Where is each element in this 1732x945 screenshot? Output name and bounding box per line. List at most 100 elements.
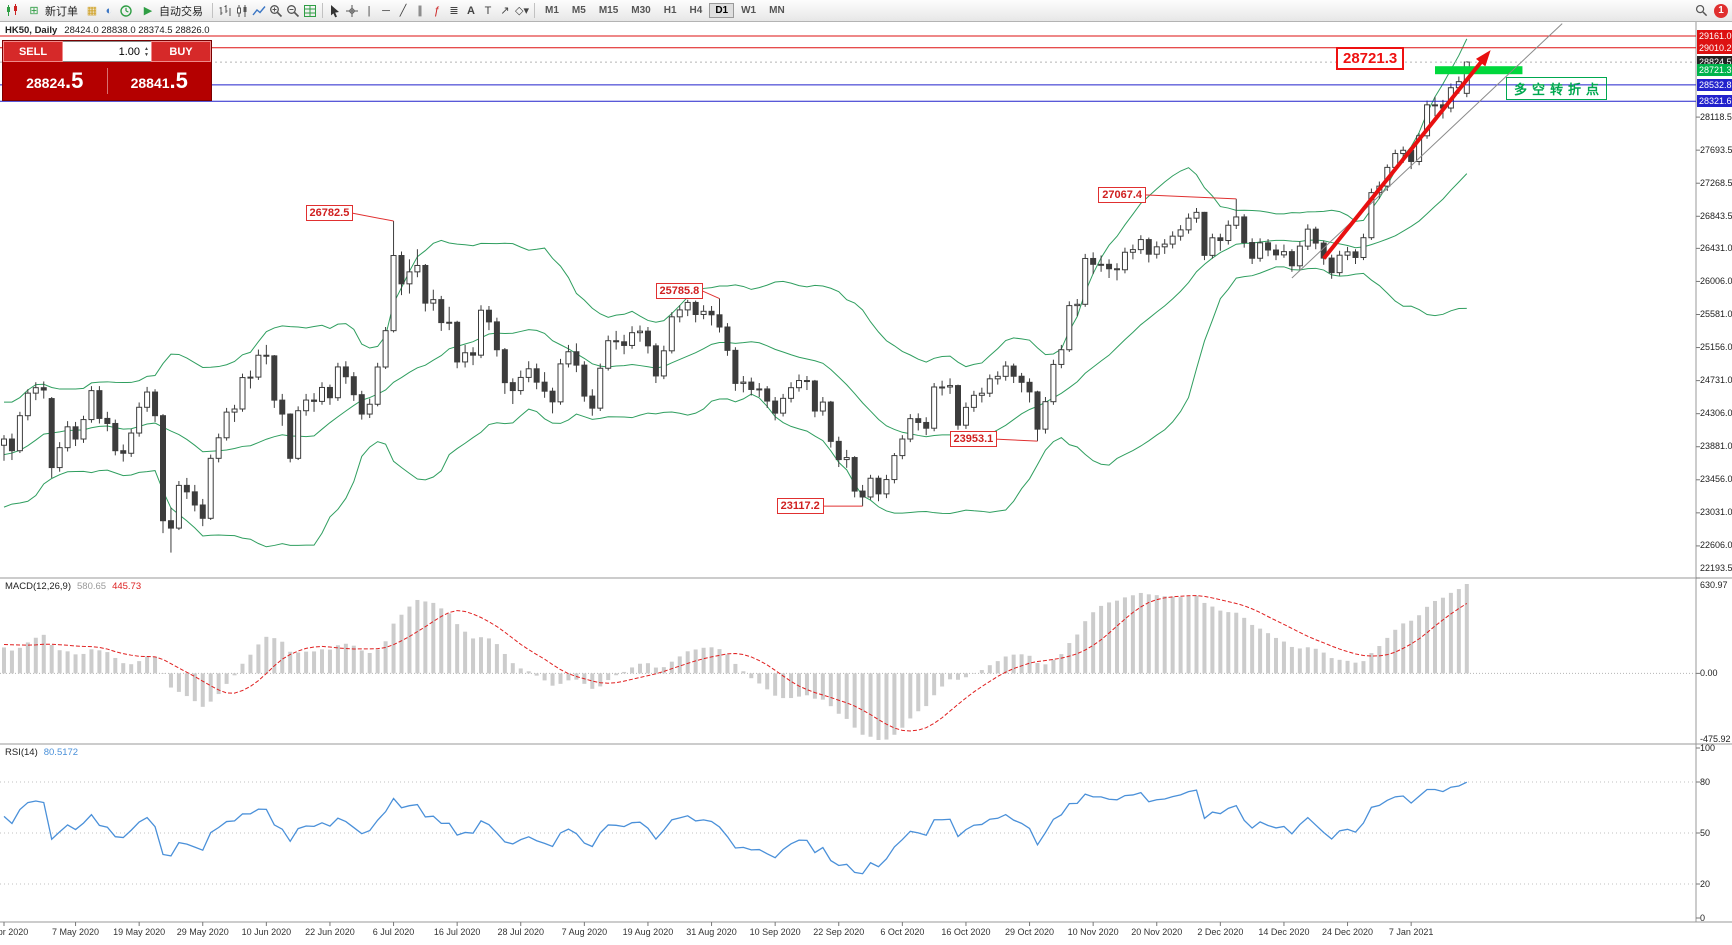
macd-signal-line (3, 595, 1468, 732)
volume-input[interactable] (63, 44, 143, 59)
timeframe-w1[interactable]: W1 (735, 3, 762, 18)
chart-profiles-icon[interactable]: ▦ (86, 4, 98, 17)
date-tick-label: 7 May 2020 (52, 927, 100, 937)
price-tick-label: 24306.0 (1700, 408, 1732, 419)
vertical-line-tool-icon[interactable]: | (367, 4, 371, 17)
history-clock-icon[interactable] (118, 3, 134, 19)
buy-button[interactable]: BUY (151, 41, 211, 62)
volume-down-arrow[interactable]: ▼ (144, 51, 149, 58)
turning-point-annotation[interactable]: 多空转折点 (1506, 77, 1608, 100)
search-icon[interactable] (1693, 3, 1709, 19)
macd-axis-label: 630.97 (1700, 580, 1728, 590)
buy-price[interactable]: 28841.5 (130, 68, 188, 93)
cursor-icon[interactable] (327, 3, 343, 19)
price-callout-label[interactable]: 26782.5 (305, 205, 354, 222)
rsi-indicator-title: RSI(14) 80.5172 (5, 747, 78, 758)
price-callout-label[interactable]: 23117.2 (776, 498, 824, 515)
new-order-icon: ⊞ (29, 4, 39, 17)
date-tick-label: 7 Jan 2021 (1388, 927, 1434, 937)
autotrading-button[interactable]: ▶ 自动交易 (135, 1, 208, 21)
price-callout-label[interactable]: 25785.8 (655, 282, 704, 299)
timeframe-m30[interactable]: M30 (625, 3, 656, 18)
volume-spinner: ▲ ▼ (142, 46, 151, 58)
date-tick-label: 31 Aug 2020 (686, 927, 737, 937)
bollinger-upper-band (3, 38, 1468, 403)
new-order-button[interactable]: ⊞ 新订单 (21, 1, 83, 21)
date-tick-label: 29 May 2020 (176, 927, 229, 937)
autotrading-play-icon: ▶ (143, 4, 153, 17)
arrow-tool-icon[interactable]: ↗ (500, 4, 510, 17)
price-tick-label: 23881.0 (1700, 441, 1732, 452)
macd-label: MACD(12,26,9) (5, 581, 71, 592)
sell-button[interactable]: SELL (3, 41, 63, 62)
price-callout-label[interactable]: 27067.4 (1098, 186, 1147, 203)
rsi-value: 80.5172 (43, 747, 79, 758)
level-price-label: 29161.0 (1697, 30, 1732, 42)
timeframe-d1[interactable]: D1 (709, 3, 735, 18)
level-price-label: 28321.6 (1697, 95, 1732, 108)
support-zone-bar[interactable] (1435, 66, 1523, 75)
date-tick-label: 10 Sep 2020 (749, 927, 801, 937)
zone-price-label: 28721.3 (1697, 64, 1732, 77)
rsi-axis-label: 50 (1700, 828, 1711, 838)
trendline[interactable] (1291, 23, 1563, 279)
candlestick-chart-type-icon[interactable] (234, 3, 250, 19)
text-tool-icon[interactable]: A (467, 4, 475, 17)
trend-arrow-head (1475, 50, 1491, 67)
timeframe-mn[interactable]: MN (763, 3, 791, 18)
macd-indicator-title: MACD(12,26,9) 580.65 445.73 (5, 581, 141, 592)
rsi-line (3, 781, 1468, 875)
volume-up-arrow[interactable]: ▲ (144, 45, 149, 52)
timeframe-m1[interactable]: M1 (539, 3, 565, 18)
indicators-icon[interactable] (302, 3, 318, 19)
date-tick-label: 14 Dec 2020 (1258, 927, 1310, 937)
price-tick-label: 22193.5 (1700, 562, 1732, 573)
bollinger-lower-band (3, 266, 1467, 548)
trend-arrow-line[interactable] (1322, 56, 1486, 260)
crosshair-icon[interactable] (344, 3, 360, 19)
price-callout-label[interactable]: 23953.1 (949, 431, 998, 448)
timeframe-h4[interactable]: H4 (684, 3, 709, 18)
shapes-dropdown-icon[interactable]: ◇▾ (515, 4, 529, 17)
date-tick-label: 16 Jul 2020 (433, 927, 481, 937)
price-tick-label: 24731.0 (1700, 375, 1732, 386)
price-tick-label: 28118.5 (1700, 111, 1732, 122)
level-price-label: 28532.8 (1697, 78, 1732, 91)
fibonacci-tool-icon[interactable]: ƒ (433, 4, 441, 17)
timeframe-h1[interactable]: H1 (658, 3, 683, 18)
rsi-label: RSI(14) (5, 747, 38, 758)
zoom-in-icon[interactable] (268, 3, 284, 19)
autotrading-label: 自动交易 (159, 5, 203, 18)
equidistant-tool-icon[interactable]: ≣ (449, 4, 459, 17)
channel-tool-icon[interactable]: ∥ (417, 4, 423, 17)
zoom-out-icon[interactable] (285, 3, 301, 19)
terminal-panel-icon[interactable]: ◐ (105, 4, 113, 17)
date-tick-label: 7 Aug 2020 (561, 927, 608, 937)
line-chart-type-icon[interactable] (251, 3, 267, 19)
rsi-axis-label: 100 (1700, 743, 1716, 753)
timeframe-m5[interactable]: M5 (566, 3, 592, 18)
chart-window-icon[interactable] (4, 3, 20, 19)
date-tick-label: 6 Oct 2020 (880, 927, 925, 937)
bar-chart-type-icon[interactable] (217, 3, 233, 19)
date-tick-label: 2 Dec 2020 (1197, 927, 1244, 937)
macd-signal-value: 445.73 (112, 581, 142, 592)
text-label-tool-icon[interactable]: T (484, 4, 492, 17)
price-tick-label: 27268.5 (1700, 177, 1732, 188)
sell-price[interactable]: 28824.5 (3, 68, 108, 94)
new-order-label: 新订单 (45, 5, 78, 18)
price-tick-label: 23456.0 (1700, 474, 1732, 485)
date-tick-label: 6 Jul 2020 (372, 927, 415, 937)
notification-badge[interactable]: 1 (1714, 3, 1728, 18)
timeframe-m15[interactable]: M15 (593, 3, 624, 18)
trendline-tool-icon[interactable]: ╱ (399, 4, 407, 17)
breakout-price-label[interactable]: 28721.3 (1336, 47, 1405, 70)
bollinger-middle-band (3, 173, 1468, 456)
one-click-trading-panel: SELL ▲▼ BUY 28824.5 28841.5 (2, 40, 212, 101)
toolbar-separator (322, 3, 323, 18)
horizontal-line-tool-icon[interactable]: ─ (382, 4, 390, 17)
date-tick-label: 10 Nov 2020 (1067, 927, 1119, 937)
ohlc-values: 28424.0 28838.0 28374.5 28826.0 (64, 25, 210, 36)
